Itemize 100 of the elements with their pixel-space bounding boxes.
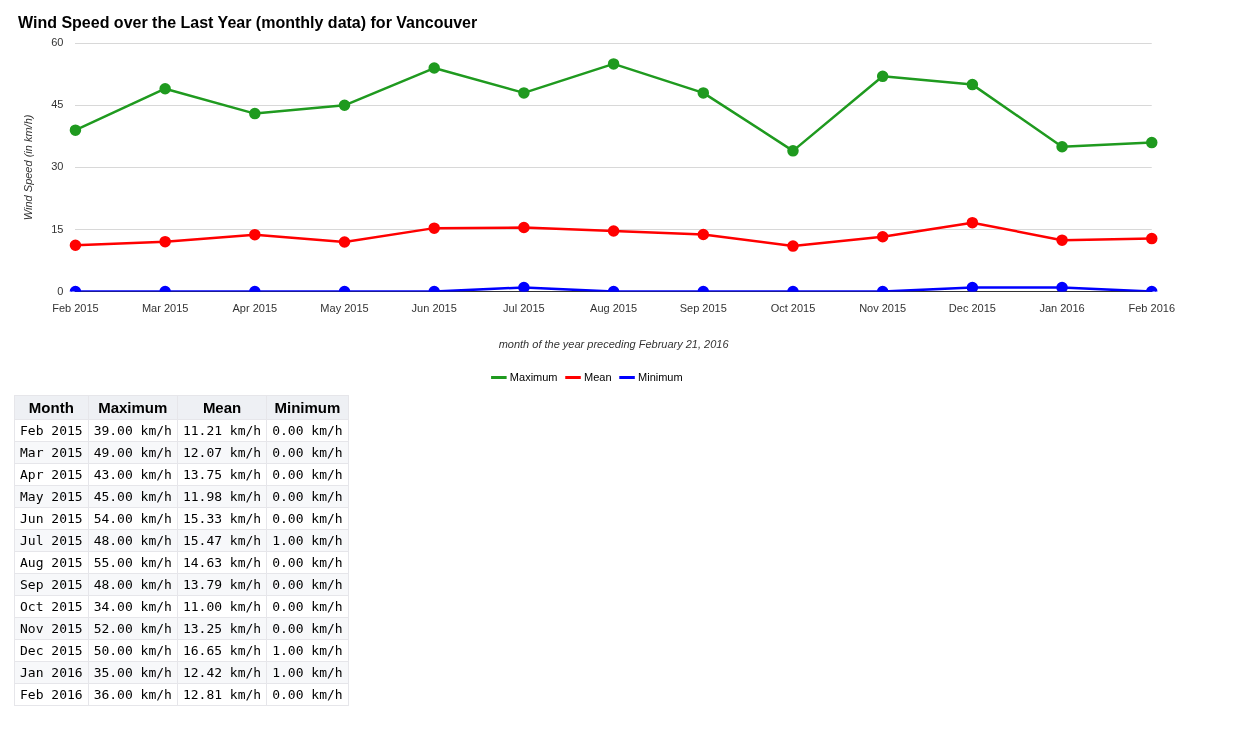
text: 54.00 km/h [88,507,178,530]
text: Feb 2015 [14,419,89,442]
point [518,221,530,234]
text: 0.00 km/h [266,683,349,706]
point [697,228,710,241]
text: 13.75 km/h [177,463,267,486]
point [338,236,351,248]
point [607,58,620,70]
point [249,228,261,241]
text: 15.47 km/h [177,529,267,552]
point [876,70,889,83]
x-tick-label: Jan 2016 [1039,302,1085,315]
point [966,281,979,292]
text: 45.00 km/h [88,485,178,508]
text: 1.00 km/h [266,639,349,662]
text: 11.98 km/h [177,485,267,508]
point [787,240,799,252]
text: Jun 2015 [14,507,89,530]
point [1056,281,1068,292]
y-tick-label: 45 [51,98,64,111]
category-label: Maximum [88,395,178,420]
category-label: Month [14,395,89,420]
x-tick-label: Apr 2015 [232,302,278,315]
text: Jan 2016 [14,661,89,684]
point [1056,140,1068,153]
text: 0.00 km/h [266,551,349,574]
text: 11.21 km/h [177,419,267,442]
text: Oct 2015 [14,595,89,618]
y-axis-title: Wind Speed (in km/h) [21,114,34,221]
text: Apr 2015 [14,463,89,486]
x-tick-label: Feb 2016 [1128,302,1175,315]
y-tick-label: 60 [51,36,64,49]
text: 0.00 km/h [266,617,349,640]
point [787,145,799,157]
point [1146,232,1158,245]
text: 35.00 km/h [88,661,178,684]
text: 14.63 km/h [177,551,267,574]
text: 36.00 km/h [88,683,178,706]
x-tick-label: Feb 2015 [52,302,99,315]
text: 16.65 km/h [177,639,267,662]
text: 48.00 km/h [88,529,178,552]
x-tick-label: Aug 2015 [590,302,638,315]
text: 12.07 km/h [177,441,267,464]
text: Mar 2015 [14,441,89,464]
category-label: Mean [177,395,267,420]
point [518,87,530,99]
category-label: Minimum [266,395,349,420]
x-tick-label: Jun 2015 [411,302,457,315]
point [69,124,82,136]
point [249,107,261,120]
text: 12.81 km/h [177,683,267,706]
point [966,78,979,91]
legend-label: Maximum [509,370,558,383]
point [697,87,710,99]
y-tick-label: 15 [51,222,64,235]
text: 0.00 km/h [266,507,349,530]
point [69,239,82,251]
y-tick-label: 0 [57,284,64,297]
point [518,281,530,292]
text: 1.00 km/h [266,529,349,552]
text: Nov 2015 [14,617,89,640]
x-tick-label: Jul 2015 [503,302,545,315]
point [428,62,440,74]
text: Jul 2015 [14,529,89,552]
text: 13.79 km/h [177,573,267,596]
text: 0.00 km/h [266,485,349,508]
text: 0.00 km/h [266,573,349,596]
text: 34.00 km/h [88,595,178,618]
y-tick-label: 30 [51,160,64,173]
text: 48.00 km/h [88,573,178,596]
text: 0.00 km/h [266,595,349,618]
text: Dec 2015 [14,639,89,662]
point [1056,234,1068,246]
point [428,222,440,234]
text: 12.42 km/h [177,661,267,684]
x-axis-title: month of the year preceding February 21, 2016 [498,338,730,351]
x-tick-label: Dec 2015 [948,302,996,315]
text: 0.00 km/h [266,463,349,486]
x-tick-label: Nov 2015 [859,302,907,315]
text: 50.00 km/h [88,639,178,662]
point [966,216,979,229]
text: 52.00 km/h [88,617,178,640]
legend-label: Minimum [638,370,683,383]
legend-label: Mean [584,370,612,383]
text: 49.00 km/h [88,441,178,464]
text: May 2015 [14,485,89,508]
x-tick-label: Mar 2015 [141,302,189,315]
text: Feb 2016 [14,683,89,706]
text: 1.00 km/h [266,661,349,684]
text: 43.00 km/h [88,463,178,486]
text: 0.00 km/h [266,419,349,442]
text: 15.33 km/h [177,507,267,530]
text: 55.00 km/h [88,551,178,574]
point [159,235,171,248]
x-tick-label: Oct 2015 [770,302,816,315]
text: Sep 2015 [14,573,89,596]
text: 0.00 km/h [266,441,349,464]
point [338,99,351,112]
text: 13.25 km/h [177,617,267,640]
x-tick-label: May 2015 [320,302,369,315]
